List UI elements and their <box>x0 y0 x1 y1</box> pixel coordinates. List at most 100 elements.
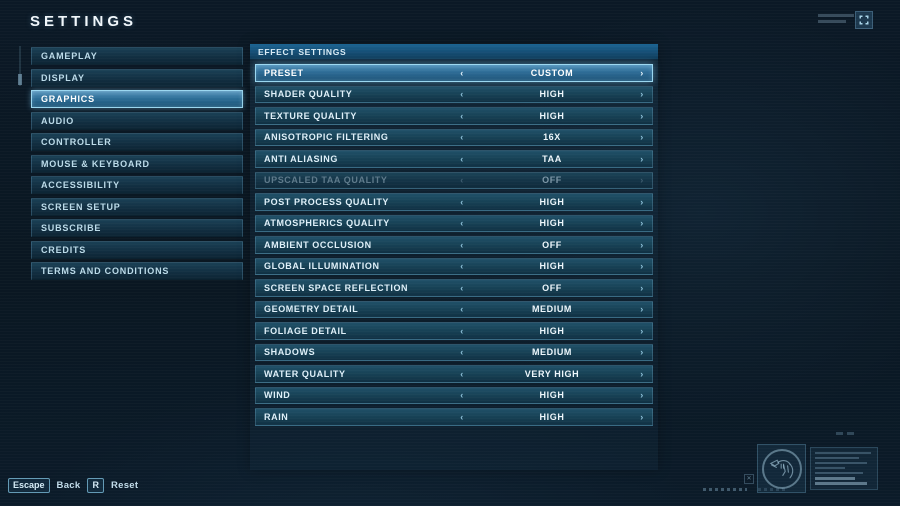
chevron-left-icon[interactable]: ‹ <box>460 390 464 401</box>
sidebar-item[interactable]: CONTROLLER <box>31 133 243 151</box>
chevron-left-icon[interactable]: ‹ <box>460 411 464 422</box>
setting-value-group: ‹ OFF › <box>452 175 652 185</box>
setting-row[interactable]: ANTI ALIASING ‹ TAA › <box>255 150 653 168</box>
chevron-right-icon[interactable]: › <box>640 390 644 401</box>
chevron-right-icon[interactable]: › <box>640 196 644 207</box>
setting-value: MEDIUM <box>531 347 573 358</box>
chevron-right-icon[interactable]: › <box>640 153 644 164</box>
settings-sidebar: GAMEPLAY DISPLAY GRAPHICS AUDIO CONTROLL… <box>31 47 243 280</box>
settings-rows: PRESET ‹ CUSTOM › SHADER QUALITY ‹ HIGH … <box>255 64 653 426</box>
chevron-left-icon[interactable]: ‹ <box>460 153 464 164</box>
chevron-left-icon[interactable]: ‹ <box>460 175 464 186</box>
logo-ring <box>761 448 802 489</box>
chevron-left-icon[interactable]: ‹ <box>460 325 464 336</box>
chevron-left-icon[interactable]: ‹ <box>460 67 464 78</box>
chevron-right-icon[interactable]: › <box>640 175 644 186</box>
setting-row[interactable]: POST PROCESS QUALITY ‹ HIGH › <box>255 193 653 211</box>
setting-row[interactable]: GLOBAL ILLUMINATION ‹ HIGH › <box>255 257 653 275</box>
hud-mark <box>836 432 843 435</box>
setting-value: HIGH <box>539 110 565 121</box>
setting-value-group: ‹ HIGH › <box>452 218 652 228</box>
setting-row[interactable]: PRESET ‹ CUSTOM › <box>255 64 653 82</box>
chevron-right-icon[interactable]: › <box>640 325 644 336</box>
setting-value: HIGH <box>539 261 565 272</box>
chevron-left-icon[interactable]: ‹ <box>460 89 464 100</box>
sidebar-item[interactable]: ACCESSIBILITY <box>31 176 243 194</box>
chevron-right-icon[interactable]: › <box>640 110 644 121</box>
setting-row[interactable]: SHADER QUALITY ‹ HIGH › <box>255 85 653 103</box>
chevron-left-icon[interactable]: ‹ <box>460 282 464 293</box>
sidebar-item[interactable]: CREDITS <box>31 240 243 259</box>
setting-label: RAIN <box>264 411 289 422</box>
chevron-right-icon[interactable]: › <box>640 347 644 358</box>
setting-label: PRESET <box>264 67 304 78</box>
setting-row[interactable]: ATMOSPHERICS QUALITY ‹ HIGH › <box>255 214 653 232</box>
sidebar-item[interactable]: SCREEN SETUP <box>31 197 243 216</box>
chevron-right-icon[interactable]: › <box>640 282 644 293</box>
setting-label: GLOBAL ILLUMINATION <box>264 261 380 272</box>
sidebar-item[interactable]: GRAPHICS <box>31 90 243 108</box>
setting-row[interactable]: RAIN ‹ HIGH › <box>255 408 653 426</box>
chevron-left-icon[interactable]: ‹ <box>460 132 464 143</box>
sidebar-item-label: GAMEPLAY <box>41 51 98 61</box>
chevron-right-icon[interactable]: › <box>640 304 644 315</box>
chevron-left-icon[interactable]: ‹ <box>460 110 464 121</box>
chevron-right-icon[interactable]: › <box>640 239 644 250</box>
setting-value-group: ‹ VERY HIGH › <box>452 369 652 379</box>
setting-value: HIGH <box>539 411 565 422</box>
sidebar-item[interactable]: TERMS AND CONDITIONS <box>31 262 243 280</box>
sidebar-scroll-handle[interactable] <box>18 74 22 85</box>
sidebar-item[interactable]: MOUSE & KEYBOARD <box>31 154 243 173</box>
sidebar-item-label: SCREEN SETUP <box>41 201 121 212</box>
sidebar-scroll-track[interactable] <box>19 46 21 86</box>
chevron-right-icon[interactable]: › <box>640 261 644 272</box>
chevron-right-icon[interactable]: › <box>640 132 644 143</box>
expand-icon[interactable] <box>855 11 873 29</box>
setting-label: SHADOWS <box>264 347 316 358</box>
sidebar-item-label: DISPLAY <box>41 72 85 83</box>
chevron-left-icon[interactable]: ‹ <box>460 347 464 358</box>
chevron-left-icon[interactable]: ‹ <box>460 368 464 379</box>
chevron-right-icon[interactable]: › <box>640 67 644 78</box>
trex-skeleton-icon <box>769 458 793 478</box>
setting-label: ANISOTROPIC FILTERING <box>264 132 389 143</box>
setting-row[interactable]: WATER QUALITY ‹ VERY HIGH › <box>255 365 653 383</box>
chevron-left-icon[interactable]: ‹ <box>460 261 464 272</box>
setting-value-group: ‹ HIGH › <box>452 326 652 336</box>
chevron-right-icon[interactable]: › <box>640 89 644 100</box>
chevron-left-icon[interactable]: ‹ <box>460 218 464 229</box>
chevron-left-icon[interactable]: ‹ <box>460 304 464 315</box>
chevron-left-icon[interactable]: ‹ <box>460 196 464 207</box>
setting-label: SHADER QUALITY <box>264 89 353 100</box>
setting-row[interactable]: FOLIAGE DETAIL ‹ HIGH › <box>255 322 653 340</box>
setting-label: TEXTURE QUALITY <box>264 110 358 121</box>
setting-row[interactable]: SHADOWS ‹ MEDIUM › <box>255 343 653 361</box>
sidebar-item-label: CREDITS <box>41 244 87 255</box>
setting-value: HIGH <box>539 325 565 336</box>
panel-header: EFFECT SETTINGS <box>250 44 658 60</box>
chevron-right-icon[interactable]: › <box>640 368 644 379</box>
hud-coordinates-text <box>818 14 854 26</box>
sidebar-item[interactable]: AUDIO <box>31 111 243 130</box>
chevron-left-icon[interactable]: ‹ <box>460 239 464 250</box>
setting-row[interactable]: WIND ‹ HIGH › <box>255 386 653 404</box>
reset-hint-label: Reset <box>110 480 139 491</box>
setting-row[interactable]: AMBIENT OCCLUSION ‹ OFF › <box>255 236 653 254</box>
hud-tick-marks <box>703 488 747 491</box>
reset-key-badge[interactable]: R <box>87 478 104 493</box>
escape-key-badge[interactable]: Escape <box>8 478 50 493</box>
chevron-right-icon[interactable]: › <box>640 411 644 422</box>
setting-row[interactable]: GEOMETRY DETAIL ‹ MEDIUM › <box>255 300 653 318</box>
sidebar-item[interactable]: DISPLAY <box>31 68 243 87</box>
setting-row[interactable]: TEXTURE QUALITY ‹ HIGH › <box>255 107 653 125</box>
sidebar-item-label: MOUSE & KEYBOARD <box>41 158 150 169</box>
chevron-right-icon[interactable]: › <box>640 218 644 229</box>
setting-label: POST PROCESS QUALITY <box>264 196 390 207</box>
sidebar-item[interactable]: GAMEPLAY <box>31 47 243 65</box>
setting-row[interactable]: SCREEN SPACE REFLECTION ‹ OFF › <box>255 279 653 297</box>
setting-label: SCREEN SPACE REFLECTION <box>264 282 409 293</box>
sidebar-item[interactable]: SUBSCRIBE <box>31 219 243 237</box>
sidebar-item-label: AUDIO <box>41 115 74 126</box>
mini-close-icon: ✕ <box>744 474 754 484</box>
setting-row[interactable]: ANISOTROPIC FILTERING ‹ 16X › <box>255 128 653 146</box>
